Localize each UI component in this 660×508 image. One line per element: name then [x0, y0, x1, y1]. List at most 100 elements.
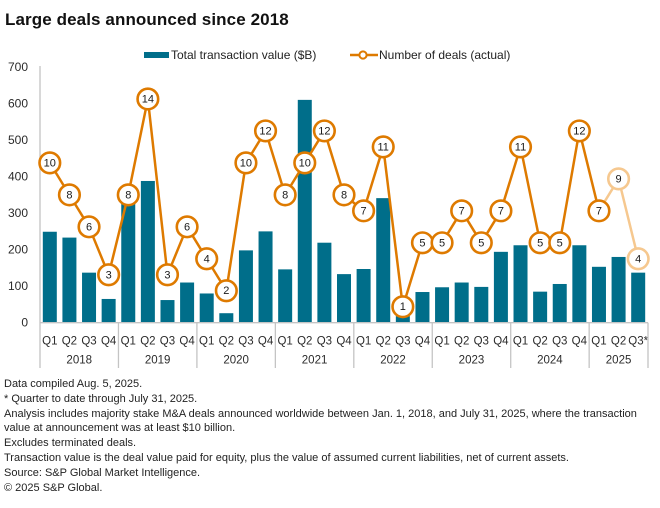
deal-marker [195, 247, 219, 271]
bar [572, 245, 587, 323]
footnote-exclusions: Excludes terminated deals. [4, 437, 137, 449]
x-tick-label-quarter: Q3 [81, 336, 96, 348]
footnote-source: Source: S&P Global Market Intelligence. [4, 467, 201, 479]
x-tick-label-quarter: Q3 [552, 336, 567, 348]
x-tick-label-quarter: Q4 [101, 336, 117, 348]
deal-count-label: 3 [106, 269, 112, 281]
x-tick-label-quarter: Q1 [42, 336, 57, 348]
x-tick-label-year: 2024 [537, 355, 563, 367]
deal-count-label: 9 [616, 173, 622, 185]
deal-count-label: 8 [282, 189, 288, 201]
deal-count-label: 11 [378, 141, 389, 153]
deal-marker [430, 231, 454, 255]
deal-count-label: 8 [125, 189, 131, 201]
x-tick-label-quarter: Q2 [62, 336, 77, 348]
x-tick-label-quarter: Q1 [356, 336, 371, 348]
bar [591, 266, 606, 323]
bar [395, 316, 410, 323]
y-tick-label: 300 [8, 206, 28, 220]
x-tick-label-quarter: Q2 [454, 336, 469, 348]
bar [337, 274, 351, 323]
x-tick-label-quarter: Q4 [493, 336, 509, 348]
x-tick-label-quarter: Q4 [258, 336, 274, 348]
deal-count-label: 8 [341, 189, 347, 201]
legend-item-number-of-deals: Number of deals (actual) [350, 46, 510, 64]
x-tick-label-quarter: Q4 [336, 336, 352, 348]
y-tick-label: 400 [8, 170, 28, 184]
deal-count-label: 1 [400, 301, 406, 313]
deal-count-label: 8 [66, 189, 72, 201]
legend-item-transaction-value: Total transaction value ($B) [144, 46, 316, 64]
bar [552, 283, 567, 323]
deal-marker [273, 183, 297, 207]
deal-marker [234, 151, 258, 175]
bar [631, 272, 646, 323]
bar [140, 180, 155, 323]
x-tick-label-quarter: Q1 [513, 336, 528, 348]
x-tick-label-quarter: Q1 [434, 336, 449, 348]
deal-marker [214, 279, 238, 303]
chart-title: Large deals announced since 2018 [5, 10, 289, 29]
deal-marker [332, 183, 356, 207]
x-tick-label-quarter: Q3 [317, 336, 332, 348]
deal-marker [450, 199, 474, 223]
deal-marker [567, 119, 591, 143]
deal-count-label: 12 [259, 125, 271, 137]
y-tick-label: 0 [21, 316, 28, 330]
deals-line-segment [225, 161, 248, 292]
bar [238, 250, 253, 323]
y-tick-label: 600 [8, 97, 28, 111]
bar [454, 282, 469, 323]
x-tick-label-year: 2020 [223, 355, 249, 367]
deal-marker [38, 151, 62, 175]
x-tick-label-quarter: Q1 [591, 336, 606, 348]
deals-line-segment [107, 193, 130, 277]
deal-marker [371, 135, 395, 159]
bar [160, 300, 175, 323]
footnote-analysis-scope: Analysis includes majority stake M&A dea… [4, 408, 637, 434]
deals-line-segment [519, 145, 542, 245]
y-tick-label: 700 [8, 60, 28, 74]
bar [258, 231, 273, 323]
deal-count-label: 7 [361, 205, 367, 217]
deal-marker [548, 231, 572, 255]
bar [513, 245, 528, 323]
bar [415, 292, 430, 323]
deal-count-label: 7 [596, 205, 602, 217]
line-marker-swatch-icon [350, 50, 378, 60]
deal-count-label: 10 [299, 157, 311, 169]
deals-line-segment [127, 97, 150, 197]
deal-count-label: 5 [419, 237, 425, 249]
bar [219, 313, 234, 323]
deal-count-label: 7 [498, 205, 504, 217]
bar [121, 202, 136, 323]
deal-marker [508, 135, 533, 159]
deal-count-label: 12 [573, 125, 585, 137]
deal-count-label: 5 [439, 237, 445, 249]
x-tick-label-year: 2021 [302, 355, 328, 367]
bar-swatch-icon [144, 52, 169, 58]
deals-line-segment [617, 177, 640, 261]
legend-label-number-of-deals: Number of deals (actual) [379, 48, 511, 62]
bar [611, 256, 626, 323]
x-tick-label-year: 2022 [380, 355, 406, 367]
x-tick-label-quarter: Q1 [121, 336, 136, 348]
deal-count-label: 6 [184, 221, 190, 233]
bar [180, 282, 195, 323]
x-tick-label-quarter: Q2 [297, 336, 312, 348]
x-tick-label-quarter: Q3 [395, 336, 410, 348]
x-tick-label-year: 2019 [145, 355, 171, 367]
deal-count-label: 4 [204, 253, 210, 265]
x-tick-label-quarter: Q2 [219, 336, 234, 348]
deal-marker [352, 199, 376, 223]
deal-marker [587, 199, 611, 223]
deal-marker [253, 119, 278, 143]
deal-marker [626, 247, 650, 271]
x-tick-label-quarter: Q2 [611, 336, 626, 348]
x-tick-label-quarter: Q3 [238, 336, 253, 348]
deal-count-label: 12 [318, 125, 330, 137]
deal-count-label: 5 [557, 237, 563, 249]
deal-count-label: 7 [459, 205, 465, 217]
deals-line-segment [578, 129, 601, 213]
